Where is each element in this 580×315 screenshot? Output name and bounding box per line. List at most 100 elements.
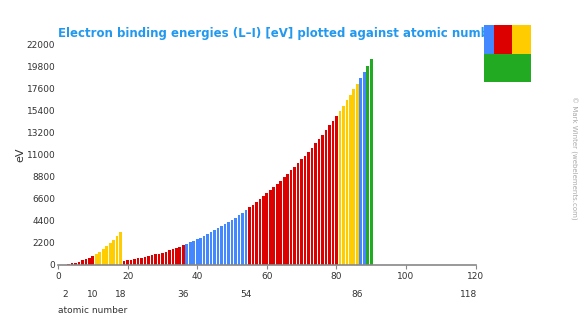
Text: 54: 54 xyxy=(240,289,252,299)
Bar xyxy=(241,213,244,265)
Bar xyxy=(314,143,317,265)
Text: 10: 10 xyxy=(87,289,99,299)
Bar xyxy=(512,25,521,54)
Text: 2: 2 xyxy=(62,289,68,299)
Bar xyxy=(304,156,306,265)
Bar xyxy=(74,263,77,265)
Bar xyxy=(67,264,70,265)
Bar xyxy=(137,258,139,265)
Bar xyxy=(328,125,331,265)
Bar xyxy=(332,121,334,265)
Bar xyxy=(360,78,362,265)
Bar xyxy=(175,248,177,265)
Bar xyxy=(494,25,503,54)
Bar xyxy=(252,204,254,265)
Bar xyxy=(140,258,143,265)
Bar xyxy=(147,256,150,265)
Bar xyxy=(363,72,365,265)
Bar xyxy=(116,236,118,265)
Bar xyxy=(123,261,125,265)
Bar xyxy=(182,245,184,265)
Bar xyxy=(231,220,233,265)
Bar xyxy=(269,190,271,265)
Bar xyxy=(172,249,174,265)
Bar xyxy=(217,228,219,265)
Bar xyxy=(300,159,303,265)
Bar xyxy=(367,66,369,265)
Bar xyxy=(321,135,324,265)
Bar xyxy=(342,106,345,265)
Bar xyxy=(186,244,188,265)
Bar xyxy=(144,257,146,265)
Bar xyxy=(349,95,351,265)
Bar xyxy=(168,250,171,265)
Y-axis label: eV: eV xyxy=(15,147,25,162)
Bar xyxy=(95,254,97,265)
Bar xyxy=(356,84,358,265)
Text: 36: 36 xyxy=(177,289,189,299)
Bar xyxy=(126,260,129,265)
Text: Electron binding energies (L–I) [eV] plotted against atomic number: Electron binding energies (L–I) [eV] plo… xyxy=(58,27,503,40)
Bar xyxy=(297,163,299,265)
Bar xyxy=(262,196,264,265)
Bar xyxy=(339,111,341,265)
Bar xyxy=(283,177,285,265)
Bar xyxy=(311,147,313,265)
Bar xyxy=(503,54,512,82)
Bar xyxy=(119,232,122,265)
Bar xyxy=(193,241,195,265)
Bar xyxy=(88,258,90,265)
Bar xyxy=(189,242,191,265)
Bar xyxy=(503,25,512,54)
Bar xyxy=(220,226,223,265)
Bar xyxy=(161,253,164,265)
Bar xyxy=(484,54,494,82)
Bar xyxy=(133,259,136,265)
Bar xyxy=(210,232,212,265)
Bar xyxy=(318,139,320,265)
Bar xyxy=(203,236,205,265)
Bar xyxy=(238,215,240,265)
Bar xyxy=(293,167,296,265)
Bar xyxy=(154,255,157,265)
Bar xyxy=(109,243,111,265)
Bar xyxy=(287,174,289,265)
Bar xyxy=(224,224,226,265)
Bar xyxy=(102,249,104,265)
Bar xyxy=(307,152,310,265)
Bar xyxy=(71,263,73,265)
Bar xyxy=(179,247,181,265)
Text: 118: 118 xyxy=(460,289,477,299)
Bar xyxy=(259,199,261,265)
Bar xyxy=(130,260,132,265)
Bar xyxy=(484,25,494,54)
Bar xyxy=(234,218,237,265)
Bar xyxy=(276,184,278,265)
Bar xyxy=(512,54,521,82)
Bar xyxy=(113,240,115,265)
Bar xyxy=(158,254,160,265)
Bar xyxy=(353,89,355,265)
Bar xyxy=(521,54,531,82)
Bar xyxy=(370,60,372,265)
Text: 86: 86 xyxy=(351,289,363,299)
Bar xyxy=(325,130,327,265)
Bar xyxy=(78,262,80,265)
Text: 18: 18 xyxy=(115,289,126,299)
Bar xyxy=(196,239,198,265)
Bar xyxy=(206,234,209,265)
Bar xyxy=(273,187,275,265)
Bar xyxy=(151,255,153,265)
Bar xyxy=(213,230,216,265)
Bar xyxy=(266,193,268,265)
Bar xyxy=(248,207,251,265)
Bar xyxy=(255,202,258,265)
Bar xyxy=(99,252,101,265)
Bar xyxy=(106,246,108,265)
Bar xyxy=(165,252,167,265)
Text: atomic number: atomic number xyxy=(58,306,127,315)
Bar xyxy=(494,54,503,82)
Bar xyxy=(81,261,84,265)
Bar xyxy=(200,238,202,265)
Bar xyxy=(280,181,282,265)
